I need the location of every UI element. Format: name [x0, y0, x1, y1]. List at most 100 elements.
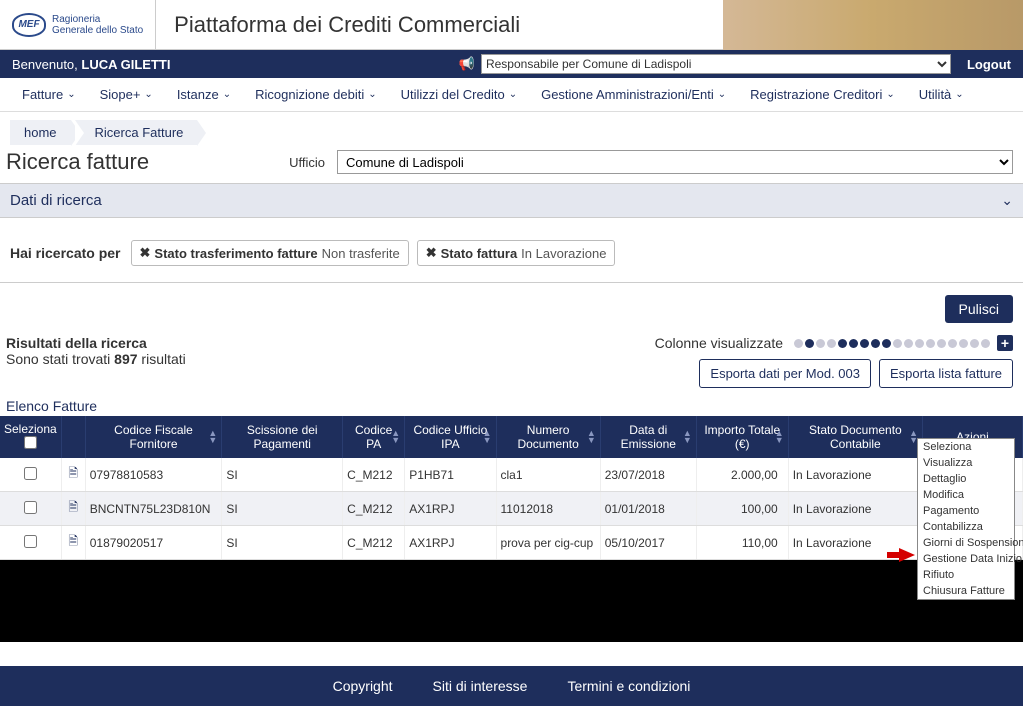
- menu-utilita[interactable]: Utilità⌄: [907, 87, 976, 102]
- col-seleziona[interactable]: Seleziona: [0, 416, 61, 458]
- cell-scissione: SI: [222, 526, 343, 560]
- azioni-item[interactable]: Seleziona: [918, 439, 1014, 455]
- col-data[interactable]: Data di Emissione▲▼: [600, 416, 696, 458]
- azioni-item[interactable]: Visualizza: [918, 455, 1014, 471]
- filter-tag-stato-fattura[interactable]: ✖ Stato fattura In Lavorazione: [417, 240, 616, 266]
- table-header: Seleziona Codice Fiscale Fornitore▲▼ Sci…: [0, 416, 1023, 458]
- filter-tag-value: Non trasferite: [322, 246, 400, 261]
- col-cf[interactable]: Codice Fiscale Fornitore▲▼: [85, 416, 222, 458]
- title-row: Ricerca fatture Ufficio Comune di Ladisp…: [0, 149, 1023, 183]
- close-icon[interactable]: ✖: [140, 245, 151, 261]
- azioni-item[interactable]: Giorni di Sospensione: [918, 535, 1014, 551]
- cell-cf: 07978810583: [85, 458, 222, 492]
- crumb-ricerca[interactable]: Ricerca Fatture: [75, 120, 198, 145]
- footer-siti[interactable]: Siti di interesse: [433, 678, 528, 694]
- elenco-label: Elenco Fatture: [0, 394, 1023, 416]
- results-count: Sono stati trovati 897 risultati: [6, 351, 186, 367]
- azioni-item[interactable]: Modifica: [918, 487, 1014, 503]
- col-numero[interactable]: Numero Documento▲▼: [496, 416, 600, 458]
- row-checkbox[interactable]: [24, 535, 37, 548]
- breadcrumb: home Ricerca Fatture: [0, 112, 1023, 149]
- footer: Copyright Siti di interesse Termini e co…: [0, 666, 1023, 706]
- column-dots[interactable]: [793, 335, 991, 351]
- role-select[interactable]: Responsabile per Comune di Ladispoli: [481, 54, 951, 74]
- table-body: 🗎 07978810583 SI C_M212 P1HB71 cla1 23/0…: [0, 458, 1023, 560]
- menu-gestione[interactable]: Gestione Amministrazioni/Enti⌄: [529, 87, 738, 102]
- azioni-item[interactable]: Rifiuto: [918, 567, 1014, 583]
- menu-registrazione[interactable]: Registrazione Creditori⌄: [738, 87, 907, 102]
- azioni-item[interactable]: Gestione Data Inizio Sospensione Ricezio…: [918, 551, 1014, 567]
- table-row[interactable]: 🗎 BNCNTN75L23D810N SI C_M212 AX1RPJ 1101…: [0, 492, 1023, 526]
- panel-dati-ricerca[interactable]: Dati di ricerca ⌄: [0, 183, 1023, 218]
- azioni-item[interactable]: Dettaglio: [918, 471, 1014, 487]
- callout-arrow-icon: [899, 548, 915, 562]
- col-cpa[interactable]: Codice PA▲▼: [343, 416, 405, 458]
- filter-tag-label: Stato fattura: [441, 246, 518, 261]
- results-title: Risultati della ricerca: [6, 335, 186, 351]
- menu-fatture[interactable]: Fatture⌄: [10, 87, 88, 102]
- col-doc-icon: [61, 416, 85, 458]
- col-stato[interactable]: Stato Documento Contabile▲▼: [788, 416, 922, 458]
- table-row[interactable]: 🗎 01879020517 SI C_M212 AX1RPJ prova per…: [0, 526, 1023, 560]
- logo-block: MEF Ragioneria Generale dello Stato: [0, 0, 156, 49]
- row-checkbox[interactable]: [24, 467, 37, 480]
- chevron-down-icon: ⌄: [1001, 192, 1013, 209]
- azioni-item[interactable]: Chiusura Fatture: [918, 583, 1014, 599]
- document-icon[interactable]: 🗎: [61, 492, 85, 526]
- footer-termini[interactable]: Termini e condizioni: [567, 678, 690, 694]
- welcome-prefix: Benvenuto,: [12, 57, 81, 72]
- columns-visualized: Colonne visualizzate +: [655, 335, 1013, 351]
- main-menu: Fatture⌄ Siope+⌄ Istanze⌄ Ricognizione d…: [0, 78, 1023, 112]
- chevron-down-icon: ⌄: [368, 89, 376, 100]
- footer-copyright[interactable]: Copyright: [333, 678, 393, 694]
- cell-data: 05/10/2017: [600, 526, 696, 560]
- filter-tag-value: In Lavorazione: [521, 246, 606, 261]
- cell-scissione: SI: [222, 458, 343, 492]
- menu-siope[interactable]: Siope+⌄: [88, 87, 165, 102]
- cell-importo: 2.000,00: [696, 458, 788, 492]
- cell-cipa: P1HB71: [405, 458, 496, 492]
- cell-numero: cla1: [496, 458, 600, 492]
- pulisci-button[interactable]: Pulisci: [945, 295, 1013, 323]
- azioni-dropdown[interactable]: SelezionaVisualizzaDettaglioModificaPaga…: [917, 438, 1015, 600]
- row-checkbox[interactable]: [24, 501, 37, 514]
- cell-data: 23/07/2018: [600, 458, 696, 492]
- export-lista-button[interactable]: Esporta lista fatture: [879, 359, 1013, 388]
- table-row[interactable]: 🗎 07978810583 SI C_M212 P1HB71 cla1 23/0…: [0, 458, 1023, 492]
- document-icon[interactable]: 🗎: [61, 458, 85, 492]
- platform-title: Piattaforma dei Crediti Commerciali: [156, 12, 520, 38]
- select-all-checkbox[interactable]: [24, 436, 37, 449]
- cell-cpa: C_M212: [343, 526, 405, 560]
- add-column-button[interactable]: +: [997, 335, 1013, 351]
- chevron-down-icon: ⌄: [67, 89, 75, 100]
- panel-title: Dati di ricerca: [10, 192, 102, 209]
- logo-subtitle: Ragioneria Generale dello Stato: [52, 14, 143, 36]
- action-row: Pulisci: [0, 283, 1023, 335]
- crumb-home[interactable]: home: [10, 120, 71, 145]
- close-icon[interactable]: ✖: [426, 245, 437, 261]
- megaphone-icon: 📢: [459, 56, 475, 72]
- col-importo[interactable]: Importo Totale (€)▲▼: [696, 416, 788, 458]
- filter-tag-label: Stato trasferimento fatture: [154, 246, 317, 261]
- ufficio-select[interactable]: Comune di Ladispoli: [337, 150, 1013, 174]
- chevron-down-icon: ⌄: [718, 89, 726, 100]
- cell-cipa: AX1RPJ: [405, 492, 496, 526]
- header-decoration: [723, 0, 1023, 50]
- menu-ricognizione[interactable]: Ricognizione debiti⌄: [243, 87, 389, 102]
- azioni-item[interactable]: Contabilizza: [918, 519, 1014, 535]
- chevron-down-icon: ⌄: [955, 89, 963, 100]
- col-scissione[interactable]: Scissione dei Pagamenti: [222, 416, 343, 458]
- topbar: Benvenuto, LUCA GILETTI 📢 Responsabile p…: [0, 50, 1023, 78]
- logout-link[interactable]: Logout: [967, 57, 1011, 72]
- document-icon[interactable]: 🗎: [61, 526, 85, 560]
- azioni-item[interactable]: Pagamento: [918, 503, 1014, 519]
- cell-cpa: C_M212: [343, 458, 405, 492]
- filter-tag-stato-trasferimento[interactable]: ✖ Stato trasferimento fatture Non trasfe…: [131, 240, 409, 266]
- menu-utilizzi[interactable]: Utilizzi del Credito⌄: [389, 87, 529, 102]
- col-cipa[interactable]: Codice Ufficio IPA▲▼: [405, 416, 496, 458]
- filters-label: Hai ricercato per: [10, 245, 121, 261]
- page-title: Ricerca fatture: [6, 149, 149, 175]
- menu-istanze[interactable]: Istanze⌄: [165, 87, 243, 102]
- logo-line2: Generale dello Stato: [52, 25, 143, 36]
- export-mod003-button[interactable]: Esporta dati per Mod. 003: [699, 359, 871, 388]
